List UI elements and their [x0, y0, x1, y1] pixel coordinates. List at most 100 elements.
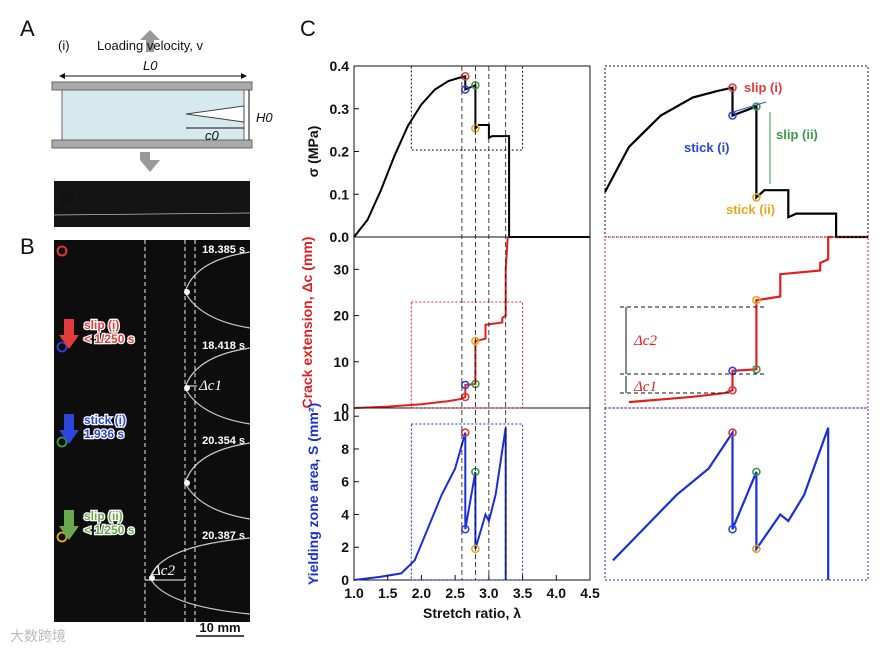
stress-series-line — [353, 75, 590, 238]
annotation-slip-ii: slip (ii) — [776, 127, 818, 142]
state-marker — [460, 85, 470, 94]
top-plate — [51, 81, 253, 91]
state-marker — [752, 102, 761, 111]
state-marker — [728, 428, 737, 437]
photo-frame — [54, 431, 250, 527]
x-tick-label: 3.0 — [479, 585, 499, 601]
annotation-stick-i: stick (i) — [684, 140, 730, 155]
state-marker — [56, 436, 68, 448]
state-marker — [460, 524, 470, 534]
x-tick-label: 2.0 — [412, 585, 432, 601]
zoom-dc1-label: Δc1 — [633, 379, 657, 395]
arrow-duration: < 1/250 s — [84, 332, 135, 346]
state-marker — [752, 467, 761, 477]
zoom-box — [410, 65, 524, 151]
zoom-box — [410, 301, 524, 409]
state-marker — [752, 193, 761, 202]
y-tick-label: 6 — [341, 474, 349, 490]
down-arrow-icon — [59, 335, 79, 349]
y-tick-label: 8 — [341, 441, 349, 457]
photo-sequence: 18.385 s 18.418 s 20.354 s 20.387 s slip (i)… — [54, 240, 251, 637]
up-arrow-icon — [140, 30, 160, 52]
arrow-duration: < 1/250 s — [84, 523, 135, 537]
state-marker — [471, 80, 480, 90]
photo-time: 18.418 s — [202, 340, 245, 352]
photo-time: 18.385 s — [202, 244, 245, 256]
photo-time: 20.354 s — [202, 435, 245, 447]
x-tick-label: 1.0 — [344, 585, 364, 601]
x-tick-label: 4.0 — [547, 585, 567, 601]
y-tick-label: 0.0 — [330, 229, 350, 245]
h0-label: H0 — [256, 110, 273, 125]
annotation-slip-i: slip (i) — [744, 80, 782, 95]
y-tick-label: 2 — [341, 539, 349, 555]
state-marker — [460, 380, 470, 390]
state-marker — [56, 531, 68, 543]
panel-label-a: A — [20, 16, 35, 41]
photo-a-ii — [54, 181, 250, 227]
state-marker — [471, 336, 480, 346]
down-arrow-icon — [140, 152, 160, 172]
photo-time: 20.387 s — [202, 530, 245, 542]
state-marker — [56, 341, 68, 353]
y-tick-label: 10 — [333, 354, 349, 370]
state-marker — [752, 544, 761, 554]
x-tick-label: 4.5 — [580, 585, 600, 601]
crack-ylabel: Crack extension, Δc (mm) — [299, 237, 315, 409]
arrow-label: slip (ii) — [84, 509, 123, 523]
dc1-label: Δc1 — [198, 378, 222, 394]
scale-label: 10 mm — [199, 620, 240, 635]
crack-zoom-line — [628, 235, 833, 404]
notch — [185, 105, 245, 123]
y-tick-label: 0 — [341, 572, 349, 588]
state-marker — [728, 524, 737, 534]
state-marker — [728, 83, 737, 92]
arrow-label: stick (i) — [84, 413, 126, 427]
stress-ylabel: σ (MPa) — [305, 126, 321, 178]
watermark: 大数跨境 — [10, 628, 66, 644]
y-tick-label: 30 — [333, 261, 349, 277]
yield-ylabel: Yielding zone area, S (mm²) — [305, 403, 321, 585]
photo-frame — [54, 336, 250, 432]
x-tick-label: 3.5 — [513, 585, 533, 601]
annotation-stick-ii: stick (ii) — [726, 202, 775, 217]
x-tick-label: 2.5 — [445, 585, 465, 601]
arrow-shaft — [64, 319, 74, 335]
plot-frame — [353, 65, 591, 238]
state-marker — [752, 295, 761, 305]
yield-zoom-line — [612, 427, 830, 580]
zoom-dc2-label: Δc2 — [633, 333, 657, 349]
x-tick-label: 1.5 — [378, 585, 398, 601]
y-tick-label: 10 — [333, 408, 349, 424]
c0-label: c0 — [205, 128, 220, 143]
arrow-duration: 1.936 s — [84, 427, 124, 441]
zoom-frame — [604, 236, 869, 409]
y-tick-label: 20 — [333, 308, 349, 324]
y-tick-label: 0.4 — [330, 58, 350, 74]
panel-label-b: B — [20, 234, 35, 259]
zoom-charts: slip (i) stick (i) slip (ii) stick (ii) Δc2 Δ… — [604, 65, 869, 581]
photo-a-ii-edge — [53, 212, 251, 216]
y-tick-label: 0 — [341, 400, 349, 416]
state-marker — [460, 428, 470, 437]
panel-label-a-ii: (ii) — [60, 189, 74, 204]
dc2-label: Δc2 — [151, 563, 175, 579]
down-arrow-icon — [59, 430, 79, 444]
arrow-label: slip (i) — [84, 318, 119, 332]
l0-label: L0 — [143, 58, 158, 73]
photo-frame — [54, 240, 250, 336]
y-tick-label: 4 — [341, 506, 349, 522]
zoom-frame — [604, 407, 869, 581]
stick-i-arrow — [732, 101, 767, 113]
zoom-box — [410, 423, 524, 581]
state-marker — [56, 245, 68, 257]
state-marker — [471, 544, 480, 554]
y-tick-label: 0.1 — [330, 186, 350, 202]
stress-zoom-line — [604, 86, 868, 239]
panel-label-a-i: (i) — [58, 38, 70, 53]
bottom-plate — [51, 139, 253, 149]
x-axis-label: Stretch ratio, λ — [423, 605, 521, 621]
loading-velocity-label: Loading velocity, v — [97, 38, 203, 53]
